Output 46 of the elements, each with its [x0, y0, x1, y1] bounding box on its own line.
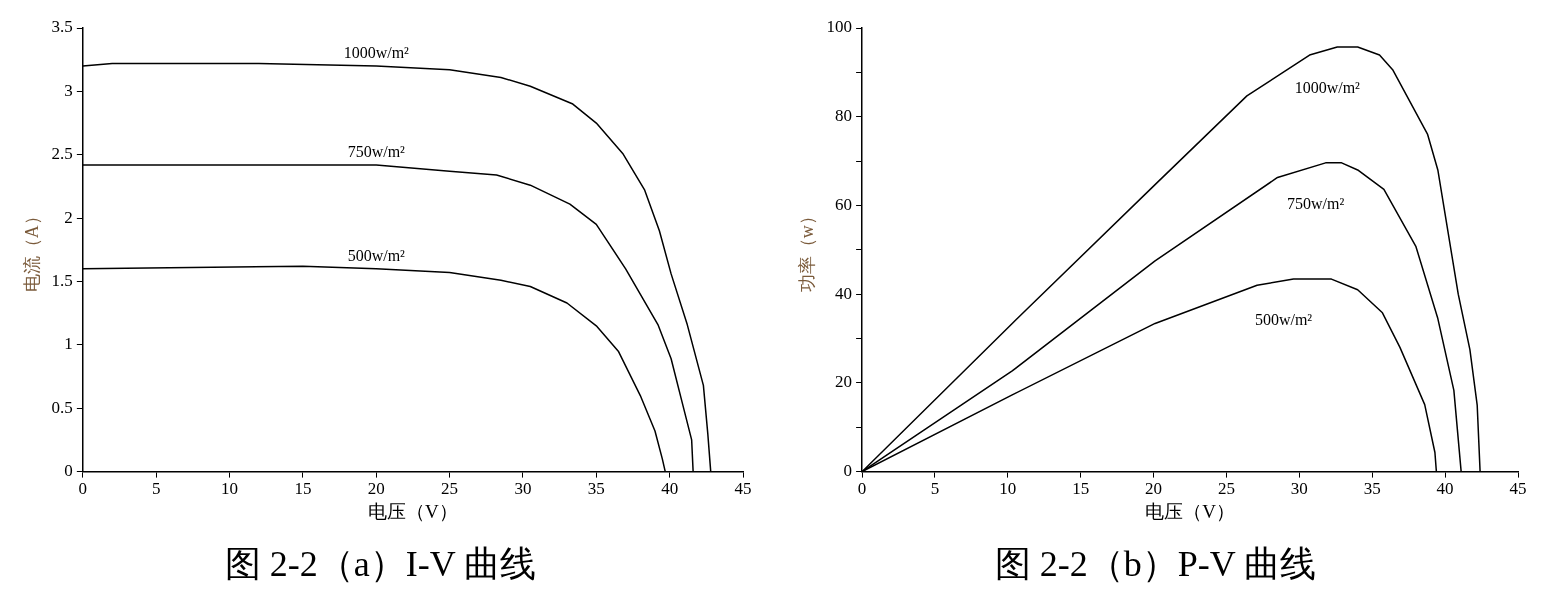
y-tick-label: 100 [826, 17, 853, 37]
y-tick-label: 0 [64, 461, 73, 481]
x-tick-label: 0 [78, 479, 88, 499]
y-tick-label: 60 [835, 194, 853, 214]
x-tick-label: 5 [930, 479, 940, 499]
x-tick-label: 15 [294, 479, 312, 499]
x-tick-label: 40 [661, 479, 679, 499]
text: 图 2-2（a）I-V 曲线 [224, 543, 537, 584]
series-label: 1000w/m² [1294, 79, 1361, 97]
y-tick-label: 80 [835, 106, 853, 126]
y-tick-label: 1 [64, 334, 73, 354]
y-tick-label: 0.5 [51, 397, 73, 417]
x-tick-label: 30 [514, 479, 532, 499]
x-tick-label: 35 [1363, 479, 1381, 499]
y-tick-label: 3.5 [51, 17, 73, 37]
x-tick-label: 25 [441, 479, 459, 499]
y-tick-label: 0 [843, 461, 853, 481]
y-tick-label: 1.5 [51, 270, 73, 290]
x-tick-label: 20 [1145, 479, 1163, 499]
series-label: 1000w/m² [343, 44, 410, 62]
x-tick-label: 0 [857, 479, 867, 499]
x-tick-label: 25 [1217, 479, 1235, 499]
x-tick-label: 45 [734, 479, 752, 499]
x-tick-label: 35 [587, 479, 605, 499]
y-tick-label: 20 [835, 372, 853, 392]
x-tick-label: 5 [151, 479, 161, 499]
x-axis-title: 电压（V） [368, 501, 458, 523]
y-tick-label: 40 [835, 283, 853, 303]
text: 图 2-2（b）P-V 曲线 [994, 543, 1317, 584]
series-label: 750w/m² [1286, 195, 1345, 213]
series-label: 500w/m² [1254, 311, 1313, 329]
series-label: 500w/m² [347, 247, 406, 265]
y-tick-label: 3 [64, 80, 73, 100]
x-tick-label: 30 [1290, 479, 1308, 499]
y-axis-title: 功率（w） [796, 207, 817, 293]
x-axis-title: 电压（V） [1145, 501, 1235, 523]
x-tick-label: 20 [367, 479, 385, 499]
x-tick-label: 10 [221, 479, 239, 499]
y-tick-label: 2 [64, 207, 73, 227]
x-tick-label: 45 [1509, 479, 1527, 499]
series-label: 750w/m² [347, 143, 406, 161]
x-tick-label: 15 [1072, 479, 1090, 499]
x-tick-label: 10 [999, 479, 1017, 499]
y-axis-title: 电流（A） [21, 207, 42, 293]
x-tick-label: 40 [1436, 479, 1454, 499]
y-tick-label: 2.5 [51, 144, 73, 164]
